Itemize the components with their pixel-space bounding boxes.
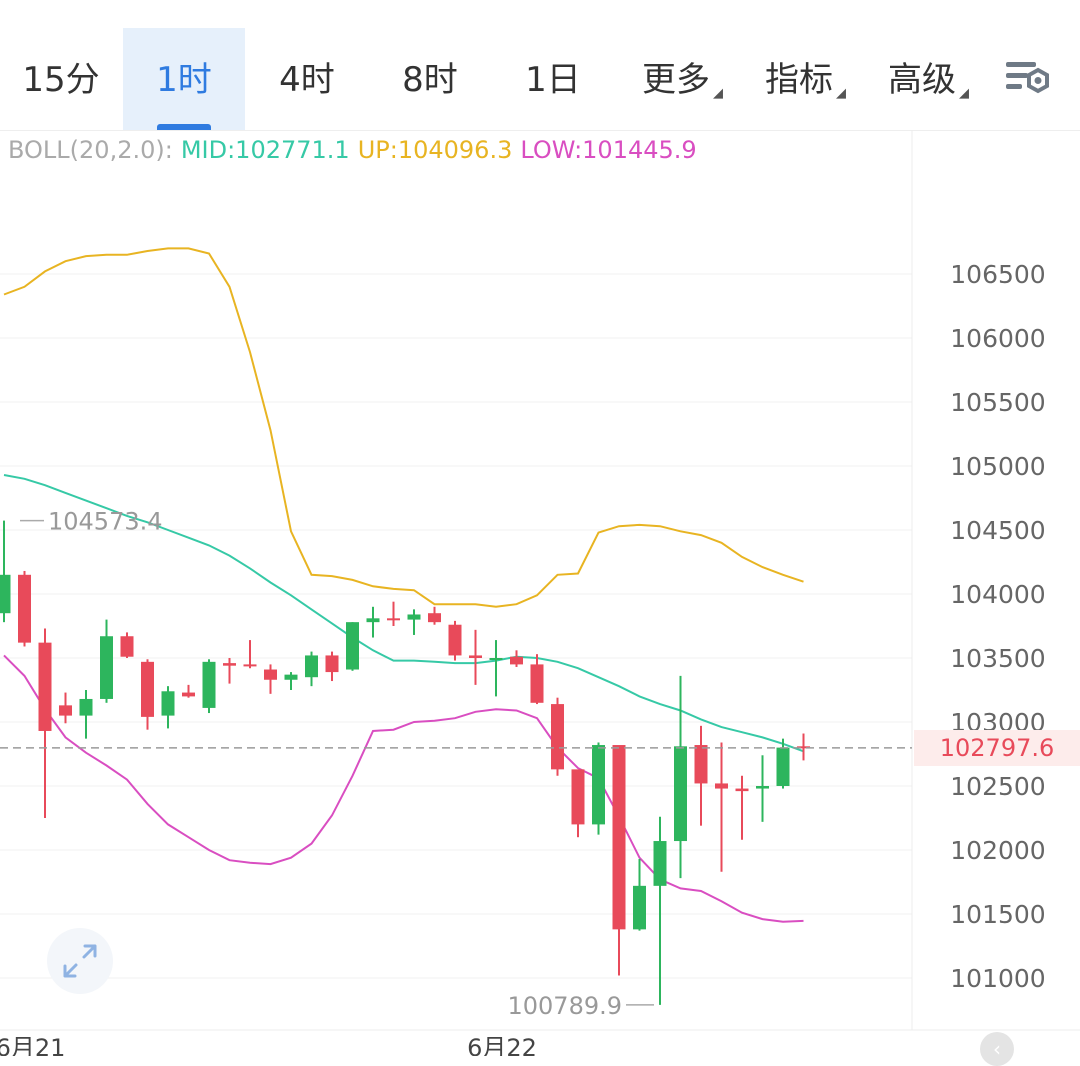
- tab-label: 高级: [888, 60, 956, 100]
- tab-5[interactable]: 更多 ◢: [615, 28, 737, 130]
- y-tick-label: 106000: [950, 324, 1045, 353]
- tab-label: 8时: [402, 60, 458, 100]
- x-tick-label: 6月22: [467, 1034, 537, 1056]
- high-marker-label: 104573.4: [48, 508, 163, 536]
- active-tab-indicator: [157, 124, 211, 130]
- tab-0[interactable]: 15分: [0, 28, 122, 130]
- y-tick-label: 104000: [950, 580, 1045, 609]
- candle-down: [715, 783, 728, 789]
- candle-down: [735, 788, 749, 792]
- scroll-to-latest-button[interactable]: ‹: [980, 1032, 1014, 1066]
- candle-down: [243, 664, 257, 667]
- tab-3[interactable]: 8时: [369, 28, 491, 130]
- candle-down: [38, 642, 52, 731]
- candle-up: [0, 574, 11, 614]
- candle-up: [653, 841, 667, 886]
- boll-low-value: LOW:101445.9: [520, 136, 697, 164]
- y-tick-label: 105500: [950, 388, 1045, 417]
- candle-down: [612, 745, 626, 930]
- boll-lower-line: [3, 654, 804, 923]
- candle-down: [141, 661, 154, 717]
- y-tick-label: 106500: [950, 260, 1045, 289]
- tab-label: 1日: [525, 60, 581, 100]
- candle-up: [407, 614, 421, 620]
- candle-down: [120, 636, 134, 657]
- chart-settings-button[interactable]: [1000, 56, 1060, 106]
- y-tick-label: 102500: [950, 772, 1045, 801]
- candle-down: [264, 669, 277, 680]
- candle-down: [428, 613, 441, 623]
- candle-up: [100, 636, 113, 699]
- chevron-left-icon: ‹: [993, 1037, 1001, 1061]
- tab-7[interactable]: 高级 ◢: [861, 28, 983, 130]
- candle-down: [18, 574, 31, 643]
- candle-up: [284, 674, 298, 680]
- tab-label: 15分: [22, 60, 100, 100]
- boll-upper-line: [3, 247, 804, 608]
- y-tick-label: 103500: [950, 644, 1045, 673]
- dropdown-caret-icon: ◢: [836, 86, 846, 101]
- low-marker-label: 100789.9: [507, 992, 622, 1020]
- candle-down: [182, 692, 195, 697]
- dropdown-caret-icon: ◢: [959, 86, 969, 101]
- candle-down: [469, 655, 482, 658]
- candle-up: [489, 658, 503, 660]
- tab-label: 指标: [765, 60, 833, 100]
- x-tick-label: 6月21: [0, 1034, 65, 1056]
- candle-down: [694, 745, 708, 784]
- candle-up: [346, 622, 359, 670]
- candle-down: [797, 746, 810, 749]
- y-tick-label: 104500: [950, 516, 1045, 545]
- tab-6[interactable]: 指标 ◢: [738, 28, 860, 130]
- y-tick-label: 102000: [950, 836, 1045, 865]
- candle-up: [776, 747, 790, 786]
- expand-icon: [63, 944, 97, 978]
- candle-up: [79, 698, 93, 716]
- y-tick-label: 101000: [950, 964, 1045, 993]
- candle-up: [305, 655, 318, 678]
- candle-up: [633, 885, 646, 930]
- timeframe-tab-bar: 15分 1时 4时 8时 1日 更多 ◢ 指标 ◢ 高级 ◢: [0, 0, 1080, 131]
- boll-mid-line: [3, 474, 804, 753]
- candlestick-chart[interactable]: 106500 106000 105500 105000 104500 104000 1035…: [0, 130, 1080, 1056]
- candle-down: [448, 624, 462, 656]
- tab-4[interactable]: 1日: [492, 28, 614, 130]
- candle-down: [59, 705, 72, 716]
- tab-2[interactable]: 4时: [246, 28, 368, 130]
- candle-down: [325, 655, 339, 673]
- chart-settings-icon: [1006, 62, 1049, 94]
- candle-up: [202, 661, 216, 708]
- current-price-tag: 102797.6: [914, 730, 1080, 766]
- boll-mid-value: MID:102771.1: [180, 136, 350, 164]
- dropdown-caret-icon: ◢: [713, 86, 723, 101]
- y-tick-label: 101500: [950, 900, 1045, 929]
- candle-up: [756, 786, 769, 789]
- boll-name: BOLL(20,2.0):: [8, 136, 173, 164]
- candle-down: [510, 656, 523, 665]
- candle-down: [571, 769, 585, 825]
- tab-1[interactable]: 1时: [123, 28, 245, 130]
- boll-up-value: UP:104096.3: [357, 136, 513, 164]
- fullscreen-button[interactable]: [47, 928, 113, 994]
- candle-up: [161, 691, 175, 716]
- candle-down: [223, 663, 236, 666]
- candle-down: [551, 704, 564, 770]
- y-tick-label: 105000: [950, 452, 1045, 481]
- tab-label: 更多: [642, 60, 710, 100]
- candle-up: [674, 746, 687, 842]
- candle-down: [530, 664, 544, 703]
- boll-indicator-legend: BOLL(20,2.0): MID:102771.1 UP:104096.3 LOW:…: [8, 134, 705, 166]
- candle-up: [592, 745, 605, 825]
- candle-up: [366, 618, 380, 623]
- tab-label: 1时: [156, 60, 212, 100]
- candle-down: [387, 618, 400, 621]
- tab-label: 4时: [279, 60, 335, 100]
